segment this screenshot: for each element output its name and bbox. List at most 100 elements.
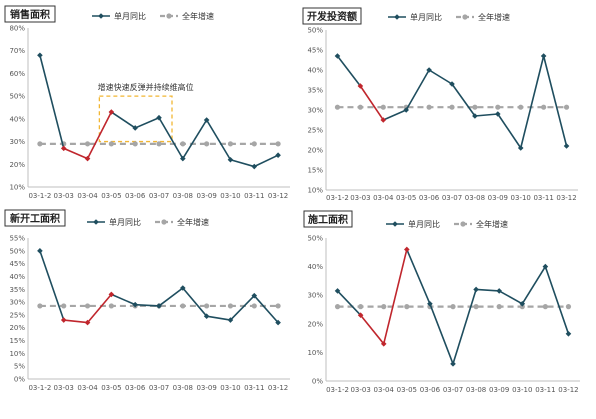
series-point-monthly: [132, 125, 138, 131]
legend-label-annual: 全年增速: [478, 12, 510, 22]
series-point-monthly: [84, 155, 91, 162]
series-point-monthly: [108, 109, 115, 115]
series-point-monthly: [519, 300, 526, 307]
series-point-annual: [37, 303, 43, 309]
series-point-monthly: [37, 248, 43, 254]
series-point-monthly: [60, 317, 67, 323]
chart-sales-area: 销售面积 10% 20% 30% 40% 50% 60% 70% 80% 03-1-2 03-03…: [4, 5, 290, 200]
series-point-annual: [108, 303, 114, 309]
series-segment-monthly: [476, 288, 500, 292]
series-segment-monthly: [406, 249, 431, 305]
series-segment-monthly: [158, 287, 184, 307]
y-tick-label: 40%: [9, 115, 25, 123]
x-tick-label: 03-08: [173, 192, 193, 200]
legend-swatch-marker: [98, 13, 104, 19]
x-tick-label: 03-09: [488, 194, 508, 202]
series-point-annual: [519, 304, 525, 310]
series-point-monthly: [404, 246, 410, 253]
legend-swatch-marker: [392, 221, 398, 227]
x-tick-label: 03-06: [125, 192, 146, 200]
series-point-monthly: [473, 286, 479, 293]
x-tick-label: 03-11: [533, 194, 553, 202]
series-point-monthly: [180, 155, 186, 162]
y-tick-label: 50%: [9, 93, 25, 101]
series-point-monthly: [227, 317, 234, 323]
series-segment-monthly: [63, 147, 88, 160]
series-segment-monthly: [451, 83, 476, 117]
series-point-annual: [84, 303, 91, 309]
series-point-monthly: [450, 361, 456, 367]
series-point-annual: [381, 304, 387, 310]
x-tick-label: 03-06: [420, 386, 441, 394]
x-tick-label: 03-03: [54, 384, 74, 392]
y-tick-label: 40%: [9, 273, 25, 281]
y-tick-label: 40%: [307, 67, 323, 75]
series-point-annual: [275, 303, 281, 309]
legend-label-monthly: 单月同比: [408, 219, 440, 229]
series-segment-monthly: [521, 266, 547, 305]
series-point-annual: [204, 303, 210, 309]
series-point-monthly: [251, 292, 258, 299]
chart-title: 新开工面积: [10, 212, 60, 225]
x-tick-label: 03-12: [268, 192, 288, 200]
x-tick-label: 03-07: [442, 194, 462, 202]
x-tick-label: 03-04: [374, 386, 395, 394]
series-segment-monthly: [474, 113, 498, 117]
y-tick-label: 25%: [307, 127, 323, 135]
x-tick-label: 03-12: [558, 386, 578, 394]
series-point-annual: [473, 304, 479, 310]
series-point-annual: [334, 104, 341, 110]
y-tick-label: 20%: [307, 320, 323, 328]
series-point-annual: [449, 104, 455, 110]
series-point-monthly: [334, 53, 341, 59]
series-point-annual: [227, 303, 234, 309]
x-tick-label: 03-04: [373, 194, 394, 202]
x-tick-label: 03-1-2: [326, 386, 349, 394]
series-segment-monthly: [229, 295, 255, 321]
series-point-monthly: [427, 300, 433, 307]
series-segment-monthly: [182, 287, 208, 317]
x-tick-label: 03-11: [244, 192, 264, 200]
x-tick-label: 03-03: [350, 194, 370, 202]
x-tick-label: 03-07: [149, 192, 169, 200]
y-tick-label: 60%: [9, 70, 25, 78]
x-tick-label: 03-09: [489, 386, 509, 394]
series-segment-monthly: [63, 319, 88, 324]
series-point-annual: [563, 104, 570, 110]
y-tick-label: 50%: [307, 27, 323, 35]
y-tick-label: 10%: [9, 350, 25, 358]
x-tick-label: 03-1-2: [28, 192, 51, 200]
series-segment-monthly: [158, 117, 184, 160]
y-tick-label: 35%: [9, 286, 25, 294]
series-point-annual: [542, 304, 548, 310]
series-point-monthly: [403, 107, 409, 113]
series-point-annual: [204, 141, 210, 147]
y-tick-label: 35%: [307, 87, 323, 95]
y-tick-label: 20%: [307, 147, 323, 155]
x-tick-label: 03-03: [54, 192, 74, 200]
x-tick-label: 03-07: [149, 384, 169, 392]
series-segment-monthly: [544, 266, 570, 335]
series-segment-monthly: [405, 69, 430, 111]
y-tick-label: 20%: [9, 161, 25, 169]
series-segment-monthly: [135, 303, 160, 307]
series-segment-monthly: [359, 85, 384, 121]
series-segment-monthly: [86, 111, 113, 159]
chart-title-box: [4, 209, 66, 227]
series-segment-monthly: [230, 158, 255, 168]
annotation-text: 增速快速反弹并持续维高位: [98, 82, 194, 92]
y-tick-label: 45%: [9, 260, 25, 268]
y-tick-label: 15%: [9, 337, 25, 345]
series-point-annual: [450, 304, 456, 310]
y-tick-label: 15%: [307, 167, 323, 175]
series-point-annual: [357, 104, 363, 110]
series-point-annual: [37, 141, 43, 147]
legend-label-monthly: 单月同比: [410, 12, 442, 22]
y-tick-label: 5%: [14, 363, 25, 371]
x-tick-label: 03-11: [244, 384, 264, 392]
x-tick-label: 03-08: [466, 386, 486, 394]
series-point-annual: [251, 141, 257, 147]
y-tick-label: 30%: [307, 292, 323, 300]
series-point-annual: [108, 141, 114, 147]
legend-label-annual: 全年增速: [182, 11, 214, 21]
